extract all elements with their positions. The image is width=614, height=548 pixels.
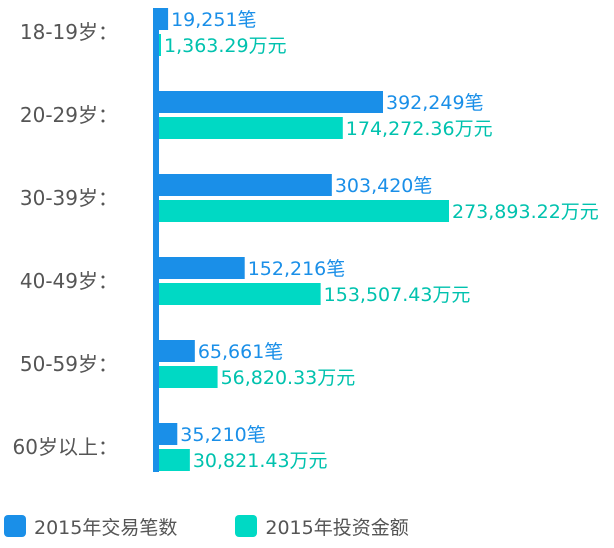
value-label-amount: 1,363.29万元	[164, 35, 287, 57]
category-label: 20-29岁：	[20, 103, 118, 127]
legend-label-count: 2015年交易笔数	[34, 516, 178, 539]
bar-count	[157, 423, 178, 445]
legend-swatch-amount	[235, 515, 258, 537]
legend-label-amount: 2015年投资金额	[265, 516, 409, 539]
legend-item-amount: 2015年投资金额	[235, 513, 409, 540]
value-label-count: 65,661笔	[198, 341, 283, 363]
bar-amount	[157, 117, 343, 139]
bar-count	[157, 174, 332, 196]
value-label-count: 303,420笔	[335, 175, 433, 197]
value-label-count: 35,210笔	[180, 424, 265, 446]
value-label-amount: 30,821.43万元	[193, 450, 328, 472]
bar-count	[157, 8, 169, 30]
bar-count	[157, 257, 245, 279]
category-label: 18-19岁：	[20, 20, 118, 44]
legend-item-count: 2015年交易笔数	[4, 513, 177, 540]
bar-count	[157, 340, 195, 362]
value-label-amount: 56,820.33万元	[221, 367, 356, 389]
category-labels: 18-19岁： 20-29岁： 30-39岁： 40-49岁： 50-59岁： 60岁以上…	[13, 20, 118, 459]
value-label-amount: 174,272.36万元	[346, 118, 493, 140]
y-axis-line	[153, 8, 159, 472]
category-label: 40-49岁：	[20, 269, 118, 293]
bar-amount	[157, 366, 218, 388]
legend: 2015年交易笔数 2015年投资金额	[4, 512, 467, 540]
bar-amount	[157, 283, 321, 305]
category-label: 30-39岁：	[20, 186, 118, 210]
bars	[157, 8, 449, 471]
category-label: 60岁以上：	[13, 435, 118, 459]
value-label-amount: 153,507.43万元	[324, 284, 471, 306]
category-label: 50-59岁：	[20, 352, 118, 376]
legend-swatch-count	[4, 515, 26, 537]
value-label-amount: 273,893.22万元	[452, 201, 599, 223]
value-label-count: 392,249笔	[386, 92, 484, 114]
value-label-count: 19,251笔	[171, 9, 256, 31]
bar-count	[157, 91, 383, 113]
value-labels: 19,251笔 1,363.29万元 392,249笔 174,272.36万元 303…	[164, 9, 599, 472]
bar-amount	[157, 449, 190, 471]
value-label-count: 152,216笔	[248, 258, 346, 280]
bar-amount	[157, 200, 449, 222]
